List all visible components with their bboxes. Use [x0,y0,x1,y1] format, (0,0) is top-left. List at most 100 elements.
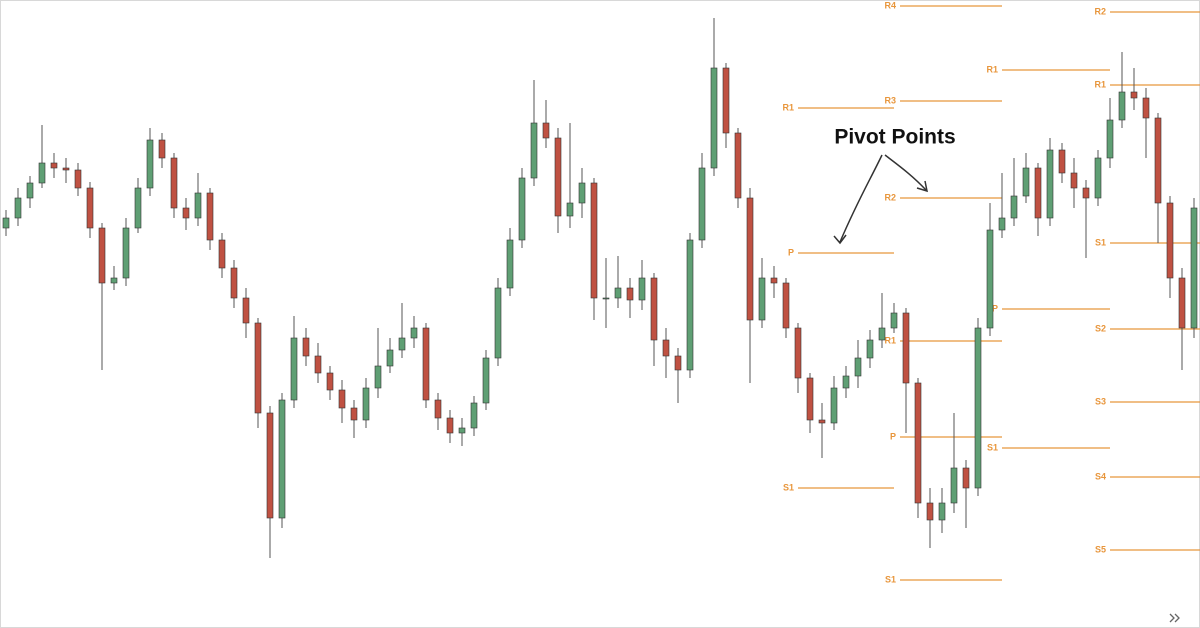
candle-body [74,169,82,189]
candle-body [362,387,370,421]
candle-body [386,349,394,367]
candle-body [878,327,886,341]
candle-body [866,339,874,359]
candle-body [806,377,814,421]
candle-body [758,277,766,321]
annotation-arrows [833,154,928,245]
candle-body [278,399,286,519]
candle-body [134,187,142,229]
candle-body [542,122,550,139]
candle-body [494,287,502,359]
candle-body [230,267,238,299]
candle-body [590,182,598,299]
candle-body [14,197,22,219]
candle-body [566,202,574,217]
candle-body [410,327,418,339]
candle-body [902,312,910,384]
candle-body [1010,195,1018,219]
candle-body [1142,97,1150,119]
candle-body [926,502,934,521]
candle-layer [2,18,1198,558]
candle-body [482,357,490,404]
candle-body [890,312,898,329]
candle-body [1190,207,1198,329]
candle-body [1034,167,1042,219]
candle-body [602,297,610,300]
pivot-label: R1 [1094,79,1106,89]
candle-body [194,192,202,219]
candle-body [1118,91,1126,121]
candle-body [1046,149,1054,219]
candle-body [338,389,346,409]
candle-body [662,339,670,357]
pivot-label: S1 [783,482,794,492]
arrow-head [833,234,847,245]
pivot-label: R2 [884,192,896,202]
candle-body [146,139,154,189]
pivot-label: R2 [1094,6,1106,16]
pivot-label: P [992,303,998,313]
pivot-label: S3 [1095,396,1106,406]
candle-body [266,412,274,519]
candle-body [914,382,922,504]
candle-body [782,282,790,329]
candle-body [674,355,682,371]
candle-body [182,207,190,219]
candle-body [770,277,778,284]
pivot-label: S4 [1095,471,1106,481]
candle-body [326,372,334,391]
candle-body [842,375,850,389]
candle-body [98,227,106,284]
candle-body [518,177,526,241]
arrow-head [916,180,928,193]
candle-body [818,419,826,424]
candle-body [746,197,754,321]
candle-body [626,287,634,301]
candle-body [374,365,382,389]
pivot-label: R1 [782,102,794,112]
candle-body [686,239,694,371]
candle-body [1106,119,1114,159]
pivot-label: R1 [986,64,998,74]
candle-body [254,322,262,414]
pivot-label: R3 [884,95,896,105]
pivot-label: S1 [1095,237,1106,247]
candle-body [506,239,514,289]
candle-body [578,182,586,204]
candle-body [1094,157,1102,199]
candle-body [350,407,358,421]
pivot-label: S1 [987,442,998,452]
candle-body [470,402,478,429]
pivot-label: S2 [1095,323,1106,333]
candle-body [614,287,622,299]
pivot-label: S5 [1095,544,1106,554]
candle-body [986,229,994,329]
candle-body [86,187,94,229]
candle-body [1154,117,1162,204]
candle-body [290,337,298,401]
candle-body [26,182,34,199]
candle-body [38,162,46,184]
candle-body [830,387,838,424]
candle-body [62,167,70,171]
scroll-icon[interactable] [1169,613,1180,623]
arrow [839,154,883,243]
candle-body [962,467,970,489]
annotation: Pivot Points [834,126,955,149]
arrow [884,154,927,191]
candle-body [110,277,118,284]
candle-body [938,502,946,521]
candle-body [1058,149,1066,174]
pivot-label: R4 [884,0,896,10]
candle-body [698,167,706,241]
candle-body [218,239,226,269]
candle-body [302,337,310,357]
candle-body [122,227,130,279]
candle-body [734,132,742,199]
candle-body [206,192,214,241]
candle-body [422,327,430,401]
candle-body [974,327,982,489]
candle-body [158,139,166,159]
pivot-label: P [890,431,896,441]
